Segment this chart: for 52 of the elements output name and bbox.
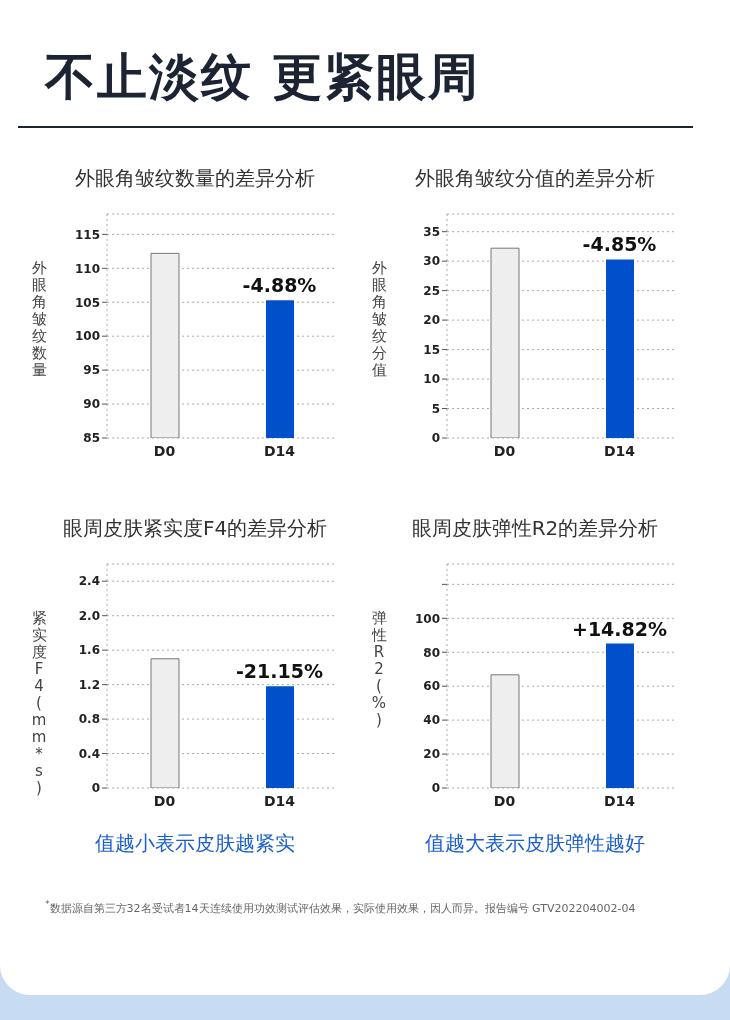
y-tick-label: 85 <box>83 431 100 446</box>
chart-title: 眼周皮肤紧实度F4的差异分析 <box>61 515 329 542</box>
y-tick-label: 2.4 <box>78 574 100 589</box>
x-tick-label: D0 <box>153 442 176 459</box>
text: $^{*}$数据源自第三方32名受试者14天连续使用功效测试评估效果，实际使用效果，因人而异。报告编号 GTV202204002-04 <box>45 898 636 916</box>
x-tick-label: D14 <box>263 442 296 459</box>
y-tick-label: 0.4 <box>78 746 100 761</box>
y-tick-label: 0 <box>431 431 440 446</box>
y-tick-label: 110 <box>74 261 100 276</box>
y-tick-label: 2.0 <box>78 608 100 623</box>
x-tick-label: D0 <box>493 792 516 809</box>
y-tick-label: 100 <box>74 329 100 344</box>
y-tick-label: 25 <box>423 283 440 298</box>
y-tick-label: 0.8 <box>78 712 100 727</box>
x-tick-label: D14 <box>603 442 636 459</box>
y-tick-label: 0 <box>91 781 100 796</box>
y-tick-label: 40 <box>423 713 440 728</box>
chart-title: 外眼角皱纹数量的差异分析 <box>74 165 316 192</box>
x-tick-label: D14 <box>603 792 636 809</box>
y-tick-label: 90 <box>83 397 100 412</box>
y-tick-label: 1.2 <box>78 677 100 692</box>
y-tick-label: 30 <box>423 254 440 269</box>
y-tick-label: 35 <box>423 224 440 239</box>
y-tick-label: 95 <box>83 363 100 378</box>
y-tick-label: 20 <box>423 747 440 762</box>
y-tick-label: 15 <box>423 342 440 357</box>
text: 值越大表示皮肤弹性越好 <box>424 830 646 857</box>
y-tick-label: 80 <box>423 645 440 660</box>
annotation: +14.82% <box>571 617 668 640</box>
text: 紧实度F4(mm*s) <box>31 609 47 797</box>
annotation: -4.88% <box>242 274 317 297</box>
x-tick-label: D0 <box>153 792 176 809</box>
x-tick-label: D14 <box>263 792 296 809</box>
y-tick-label: 0 <box>431 781 440 796</box>
chart-title: 外眼角皱纹分值的差异分析 <box>414 165 656 192</box>
annotation: -4.85% <box>582 233 657 256</box>
x-tick-label: D0 <box>493 442 516 459</box>
annotation: -21.15% <box>235 660 324 683</box>
y-tick-label: 10 <box>423 372 440 387</box>
text: 不止淡纹 更紧眼周 <box>45 47 481 108</box>
y-tick-label: 100 <box>414 611 440 626</box>
y-tick-label: 60 <box>423 679 440 694</box>
y-axis-title: 弹性R2(%) <box>370 609 388 729</box>
chart-title: 眼周皮肤弹性R2的差异分析 <box>410 515 660 542</box>
y-tick-label: 20 <box>423 313 440 328</box>
y-tick-label: 105 <box>74 295 100 310</box>
y-axis-title: 外眼角皱纹分值 <box>370 259 388 379</box>
y-tick-label: 115 <box>74 227 100 242</box>
text: 值越小表示皮肤越紧实 <box>94 830 296 857</box>
y-tick-label: 1.6 <box>78 643 100 658</box>
y-axis-title: 外眼角皱纹数量 <box>30 259 48 379</box>
y-tick-label: 5 <box>431 401 440 416</box>
